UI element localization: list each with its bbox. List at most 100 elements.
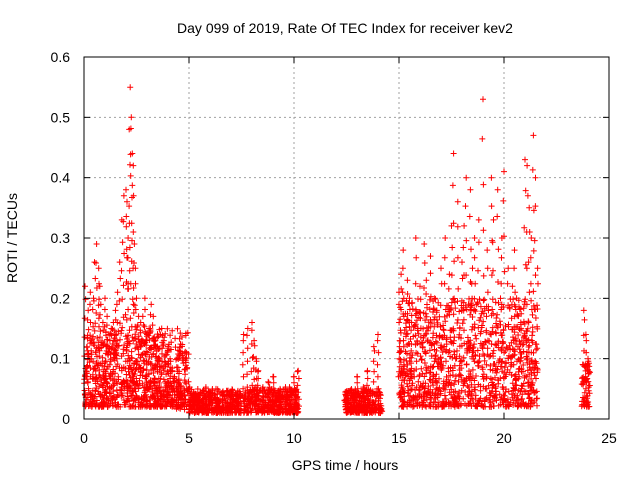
data-point — [413, 349, 420, 356]
data-point — [483, 313, 490, 320]
data-point — [123, 213, 130, 220]
data-point — [131, 302, 138, 309]
data-point — [430, 399, 437, 406]
data-point — [105, 397, 112, 404]
data-point — [507, 363, 514, 370]
data-point — [404, 370, 411, 377]
data-point — [152, 398, 159, 405]
data-point — [460, 299, 467, 306]
data-point — [584, 392, 591, 399]
data-point — [96, 353, 103, 360]
data-point — [125, 306, 132, 313]
data-point — [100, 382, 107, 389]
data-point — [270, 403, 277, 410]
data-point — [132, 403, 138, 410]
data-point — [98, 344, 105, 351]
y-tick-label: 0.6 — [51, 49, 71, 65]
data-point — [452, 388, 459, 395]
data-point — [371, 368, 378, 375]
data-point — [501, 364, 508, 371]
data-point — [529, 311, 536, 318]
data-point — [110, 382, 117, 389]
data-point — [350, 389, 357, 396]
data-point — [412, 387, 419, 393]
data-point — [578, 403, 585, 410]
data-point — [93, 241, 100, 247]
data-point — [160, 342, 167, 349]
data-point — [433, 378, 440, 385]
data-point — [423, 330, 430, 337]
data-point — [529, 332, 536, 339]
data-point — [454, 198, 461, 205]
data-point — [429, 320, 435, 327]
data-point — [511, 313, 518, 320]
data-point — [413, 384, 420, 391]
data-point — [417, 353, 424, 360]
data-point — [154, 389, 161, 396]
data-point — [517, 341, 524, 347]
data-point — [458, 400, 464, 407]
data-point — [399, 265, 406, 272]
data-point — [498, 280, 505, 287]
data-point — [268, 408, 275, 415]
data-point — [518, 368, 525, 375]
data-point — [493, 330, 500, 337]
data-point — [479, 322, 485, 329]
data-point — [87, 301, 93, 308]
data-point — [266, 384, 273, 391]
data-point — [408, 347, 415, 354]
data-point — [433, 307, 440, 314]
data-point — [264, 409, 271, 416]
data-point — [240, 373, 247, 380]
data-point — [482, 338, 489, 345]
data-point — [503, 360, 510, 367]
data-point — [468, 307, 474, 314]
data-point — [525, 344, 532, 350]
data-point — [400, 399, 407, 405]
data-point — [108, 397, 115, 403]
data-point — [287, 392, 294, 399]
y-tick-label: 0 — [62, 411, 70, 427]
data-point — [528, 297, 535, 304]
data-point — [529, 166, 536, 173]
data-point — [501, 268, 508, 275]
data-point — [119, 324, 126, 331]
data-point — [130, 229, 137, 235]
data-point — [254, 382, 261, 389]
data-point — [450, 311, 457, 318]
x-tick-label: 15 — [391, 430, 407, 446]
data-point — [175, 379, 182, 386]
data-point — [508, 315, 515, 322]
data-point — [125, 285, 132, 292]
data-point — [427, 293, 434, 300]
data-point — [121, 250, 128, 257]
data-point — [431, 306, 437, 313]
data-point — [89, 336, 96, 343]
data-point — [104, 313, 111, 320]
data-point — [113, 301, 120, 308]
data-point — [253, 358, 260, 365]
data-point — [479, 135, 486, 142]
data-point — [182, 396, 189, 403]
data-point — [163, 371, 170, 378]
data-point — [418, 340, 425, 346]
data-point — [458, 372, 464, 379]
data-point — [487, 375, 494, 382]
data-point — [460, 382, 467, 389]
data-point — [422, 310, 429, 317]
data-point — [475, 324, 482, 331]
data-point — [128, 354, 135, 361]
data-point — [168, 339, 175, 346]
data-point — [163, 403, 170, 410]
data-point — [423, 390, 430, 397]
data-point — [85, 326, 92, 333]
data-point — [84, 332, 91, 339]
data-point — [160, 337, 167, 344]
data-point — [141, 323, 148, 330]
data-point — [477, 387, 484, 394]
data-point — [471, 384, 478, 391]
data-point — [126, 327, 133, 334]
data-point — [288, 389, 295, 396]
data-point — [145, 332, 152, 339]
data-point — [154, 378, 161, 385]
